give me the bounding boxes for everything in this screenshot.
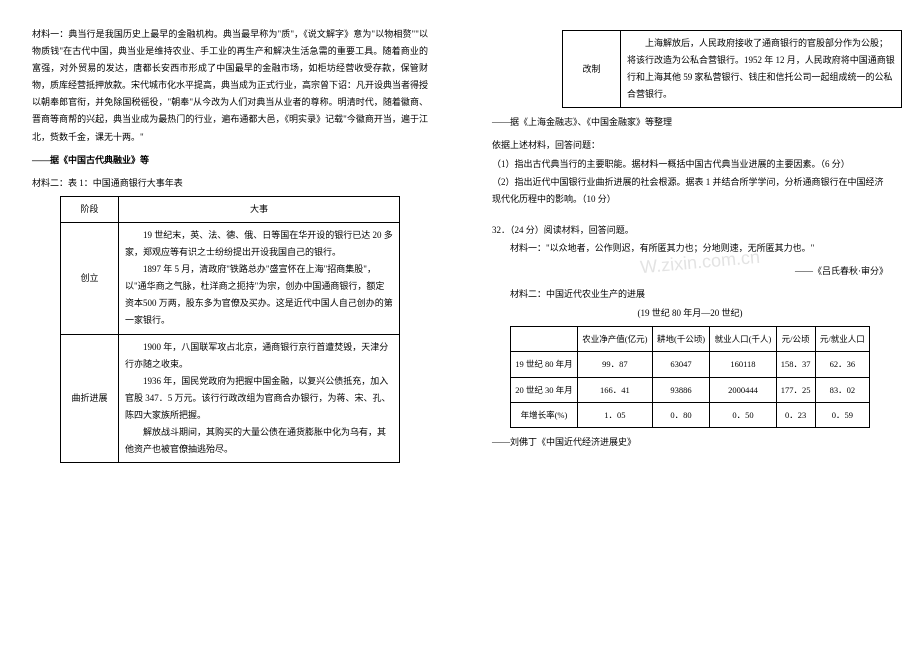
t2-h0 — [511, 327, 578, 352]
t2-r2c0: 20 世纪 30 年月 — [511, 377, 578, 402]
table2-agri: 农业净产值(亿元) 耕地(千公顷) 就业人口(千人) 元/公顷 元/就业人口 1… — [510, 326, 870, 428]
source3: ——刘佛丁《中国近代经济进展史》 — [492, 434, 888, 451]
th-event: 大事 — [119, 196, 400, 222]
t2-r2c5: 83．02 — [815, 377, 869, 402]
q2: （2）指出近代中国银行业曲折进展的社会根源。据表 1 并结合所学学问，分析通商银… — [492, 174, 888, 208]
th-stage: 阶段 — [61, 196, 119, 222]
m1: 材料一："以众地者，公作则迟，有所匿其力也；分地则速，无所匿其力也。" — [492, 240, 888, 257]
row3-event: 上海解放后，人民政府接收了通商银行的官股部分作为公股；将该行改造为公私合营银行。… — [621, 31, 902, 108]
source2: ——据《上海金融志》、《中国金融家》等整理 — [492, 114, 888, 131]
t2-h1: 农业净产值(亿元) — [577, 327, 652, 352]
t2-r3c5: 0．59 — [815, 402, 869, 427]
row1-event: 19 世纪末，英、法、德、俄、日等国在华开设的银行已达 20 多家，郑观应等有识… — [119, 222, 400, 334]
t2-h3: 就业人口(千人) — [710, 327, 776, 352]
table2-caption: (19 世纪 80 年月—20 世纪) — [492, 305, 888, 322]
t2-r3c1: 1．05 — [577, 402, 652, 427]
t2-r2c3: 2000444 — [710, 377, 776, 402]
material1-para: 材料一：典当行是我国历史上最早的金融机构。典当最早称为"质"，《说文解字》意为"… — [32, 26, 428, 146]
t2-r1c3: 160118 — [710, 352, 776, 377]
t2-r1c5: 62．36 — [815, 352, 869, 377]
t2-r3c3: 0．50 — [710, 402, 776, 427]
source1: ——据《中国古代典融业》等 — [32, 152, 428, 169]
q32-heading: 32．（24 分）阅读材料，回答问题。 — [492, 222, 888, 239]
t2-r3c4: 0．23 — [776, 402, 815, 427]
t2-h2: 耕地(千公顷) — [652, 327, 710, 352]
t2-r1c2: 63047 — [652, 352, 710, 377]
t2-r3c2: 0．80 — [652, 402, 710, 427]
t2-r1c1: 99．87 — [577, 352, 652, 377]
row2-stage: 曲折进展 — [61, 334, 119, 463]
row2-event: 1900 年，八国联军攻占北京，通商银行京行首遭焚毁，天津分行亦随之收束。 19… — [119, 334, 400, 463]
row1-stage: 创立 — [61, 222, 119, 334]
t2-r2c4: 177．25 — [776, 377, 815, 402]
q-intro: 依据上述材料，回答问题： — [492, 137, 888, 154]
t2-r1c0: 19 世纪 80 年月 — [511, 352, 578, 377]
material2-intro: 材料二：表 1：中国通商银行大事年表 — [32, 175, 428, 192]
t2-h5: 元/就业人口 — [815, 327, 869, 352]
m2: 材料二：中国近代农业生产的进展 — [492, 286, 888, 303]
table1-continued: 改制 上海解放后，人民政府接收了通商银行的官股部分作为公股；将该行改造为公私合营… — [562, 30, 902, 108]
table1-timeline: 阶段 大事 创立 19 世纪末，英、法、德、俄、日等国在华开设的银行已达 20 … — [60, 196, 400, 463]
t2-h4: 元/公顷 — [776, 327, 815, 352]
m1-source: ——《吕氏春秋·审分》 — [492, 263, 888, 280]
q1: （1）指出古代典当行的主要职能。据材料一概括中国古代典当业进展的主要因素。（6 … — [492, 156, 888, 173]
t2-r3c0: 年增长率(%) — [511, 402, 578, 427]
t2-r2c1: 166．41 — [577, 377, 652, 402]
t2-r1c4: 158．37 — [776, 352, 815, 377]
row3-stage: 改制 — [563, 31, 621, 108]
t2-r2c2: 93886 — [652, 377, 710, 402]
